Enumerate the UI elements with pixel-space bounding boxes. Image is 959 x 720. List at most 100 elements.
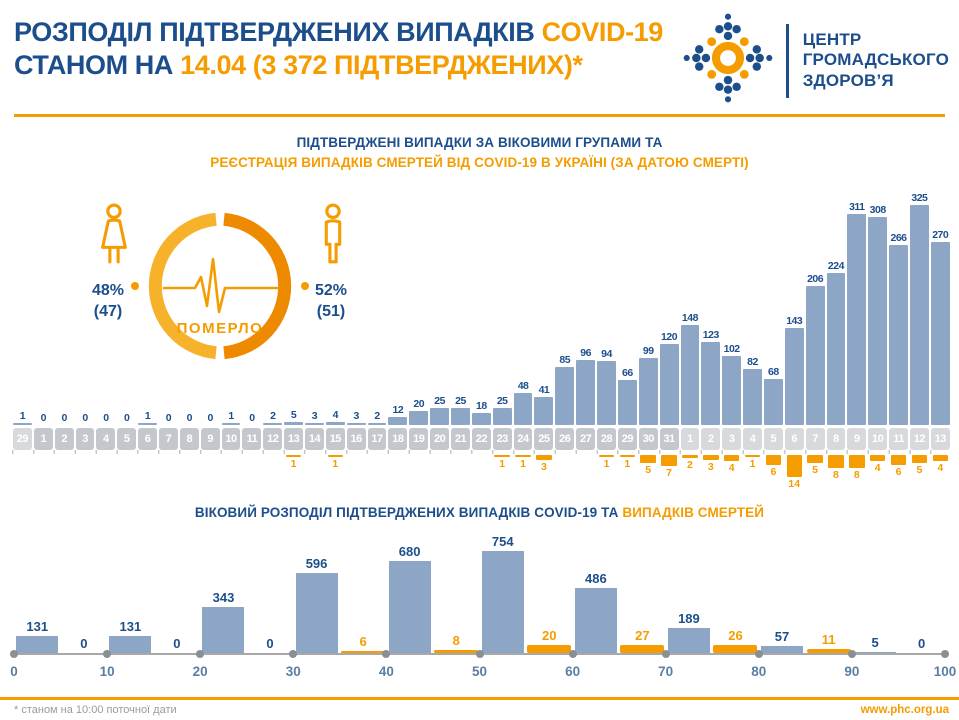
- daily-case-count: 0: [82, 412, 88, 424]
- date-label: 15: [325, 428, 345, 450]
- age-death-bar: [527, 645, 572, 653]
- age-axis-labels: 0 10 20 30 40 50 60 70 80 90 100: [10, 664, 956, 682]
- daily-death-count: 4: [937, 462, 944, 474]
- daily-bar-column: 311: [846, 201, 867, 425]
- age-case-count: 57: [774, 629, 790, 644]
- date-label: 8: [179, 428, 199, 450]
- ring-right-dot: [301, 282, 309, 290]
- age-axis-tick-label: 70: [658, 664, 674, 679]
- age-distribution-chart: 131 0 131 0 343 0 596 6 680 8 754 20 486 27 189 26 57 11 5…: [14, 530, 945, 654]
- age-axis-dot: [847, 650, 856, 658]
- daily-deaths-row: 1 1 1 1 3 1 1 5 7 2 3 4 1 6 14 5 8 8 4 6 5 4: [12, 455, 951, 501]
- daily-cases-chart: 1 0 0 0 0 0 1 0 0 0 1 0 2 5 3 4 3 2 12 20 25 25 18 25 48 41 85 96 94…: [12, 185, 951, 501]
- daily-case-count: 3: [311, 410, 318, 422]
- daily-death-bar: [932, 455, 948, 461]
- daily-case-count: 94: [601, 348, 612, 360]
- daily-case-count: 0: [249, 412, 255, 424]
- age-death-column: 20: [526, 530, 573, 654]
- daily-case-bar: [597, 361, 616, 425]
- age-case-column: 680: [386, 530, 433, 654]
- daily-case-count: 0: [124, 412, 130, 424]
- daily-case-count: 102: [723, 343, 741, 355]
- age-case-bar: [667, 628, 710, 654]
- age-axis-dot: [289, 650, 298, 658]
- heartbeat-icon: [162, 257, 279, 314]
- daily-bar-column: 0: [116, 412, 137, 425]
- daily-bar-column: 99: [638, 345, 659, 425]
- daily-bar-column: 224: [826, 260, 847, 425]
- age-case-column: 189: [666, 530, 713, 654]
- daily-bar-column: 1: [12, 410, 33, 425]
- age-axis-tick-label: 60: [565, 664, 581, 679]
- daily-death-bar: [744, 455, 761, 457]
- daily-case-count: 270: [932, 229, 949, 241]
- daily-case-bar: [701, 342, 721, 425]
- daily-case-bar: [889, 245, 908, 425]
- daily-case-bar: [534, 397, 554, 425]
- age-case-count: 131: [119, 619, 142, 634]
- daily-case-count: 0: [207, 412, 213, 424]
- date-label: 23: [492, 428, 512, 450]
- age-case-bar: [481, 551, 524, 654]
- daily-case-bar: [722, 356, 742, 425]
- date-label: 9: [200, 428, 220, 450]
- daily-bar-column: 123: [700, 329, 721, 425]
- daily-case-count: 3: [353, 410, 360, 422]
- daily-bar-column: 0: [95, 412, 116, 425]
- daily-case-bar: [13, 423, 32, 425]
- phc-logo: ЦЕНТР ГРОМАДСЬКОГО ЗДОРОВ’Я: [680, 10, 949, 111]
- age-case-column: 754: [479, 530, 526, 654]
- daily-death-count: 2: [687, 459, 693, 471]
- daily-death-cell: 1: [325, 455, 346, 470]
- daily-bar-column: 12: [387, 404, 408, 425]
- daily-death-cell: 4: [721, 455, 742, 474]
- daily-case-bar: [868, 217, 888, 425]
- daily-case-count: 120: [661, 331, 678, 343]
- daily-case-count: 0: [165, 412, 172, 424]
- date-label: 24: [513, 428, 533, 450]
- date-label: 25: [534, 428, 554, 450]
- date-label: 27: [576, 428, 596, 450]
- date-label: 29: [13, 428, 32, 450]
- age-case-bar: [295, 573, 338, 654]
- daily-death-count: 7: [666, 467, 672, 479]
- age-group-slot: 131 0: [107, 530, 200, 654]
- date-label: 9: [847, 428, 867, 450]
- daily-bars-row: 1 0 0 0 0 0 1 0 0 0 1 0 2 5 3 4 3 2 12 20 25 25 18 25 48 41 85 96 94…: [12, 185, 951, 425]
- daily-case-bar: [221, 423, 241, 425]
- age-axis-tick-label: 90: [844, 664, 860, 679]
- date-label: 31: [659, 428, 679, 450]
- daily-death-cell: 4: [867, 455, 888, 474]
- daily-case-count: 0: [61, 412, 67, 424]
- daily-death-count: 6: [895, 466, 902, 478]
- date-label: 3: [722, 428, 742, 450]
- age-death-bar: [434, 650, 479, 653]
- daily-case-bar: [930, 242, 950, 425]
- daily-case-bar: [305, 423, 324, 425]
- daily-bar-column: 120: [659, 331, 680, 425]
- daily-case-bar: [847, 214, 867, 425]
- age-case-count: 189: [678, 611, 700, 626]
- daily-case-count: 2: [270, 410, 276, 422]
- age-case-count: 486: [584, 571, 607, 586]
- date-label: 5: [117, 428, 137, 450]
- date-label: 1: [680, 428, 700, 450]
- age-death-bar: [620, 645, 665, 653]
- age-case-bar: [202, 607, 245, 654]
- daily-case-count: 224: [827, 260, 845, 272]
- chart2-title: ВІКОВИЙ РОЗПОДІЛ ПІДТВЕРДЖЕНИХ ВИПАДКІВ …: [194, 505, 765, 520]
- daily-bar-column: 325: [909, 192, 930, 425]
- daily-case-count: 123: [702, 329, 720, 341]
- daily-bar-column: 85: [554, 354, 575, 425]
- age-death-column: 26: [712, 530, 759, 654]
- age-axis-dot: [382, 650, 391, 658]
- daily-death-cell: 3: [533, 455, 554, 473]
- daily-bar-column: 96: [575, 347, 596, 425]
- daily-bar-column: 41: [533, 384, 554, 425]
- daily-case-count: 4: [332, 409, 339, 421]
- age-death-column: 0: [61, 530, 108, 654]
- daily-case-count: 266: [890, 232, 908, 244]
- age-death-count: 6: [359, 634, 367, 649]
- male-percent: 52%: [314, 282, 348, 299]
- daily-case-count: 148: [681, 312, 699, 324]
